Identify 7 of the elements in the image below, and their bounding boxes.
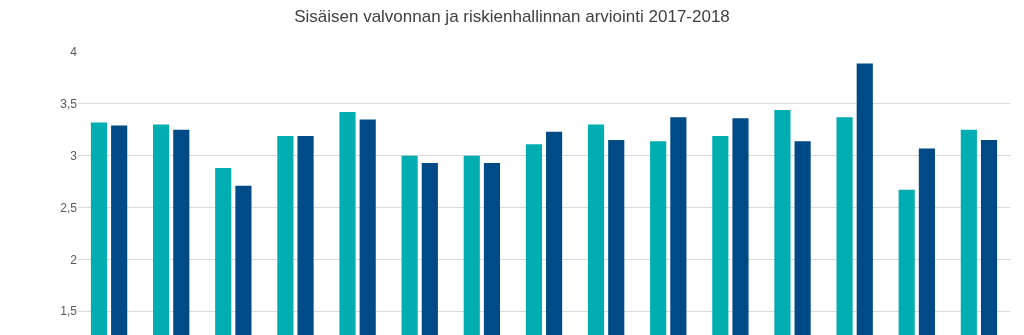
y-tick-label: 1,5: [60, 304, 78, 319]
chart-title: Sisäisen valvonnan ja riskienhallinnan arviointi 2017-2018: [294, 6, 730, 26]
y-tick-label: 3: [70, 148, 78, 163]
y-tick-label: 2,5: [60, 200, 78, 215]
y-tick-label: 3,5: [60, 97, 78, 112]
y-tick-label: 4: [70, 45, 78, 60]
y-tick-label: 2: [70, 252, 78, 267]
